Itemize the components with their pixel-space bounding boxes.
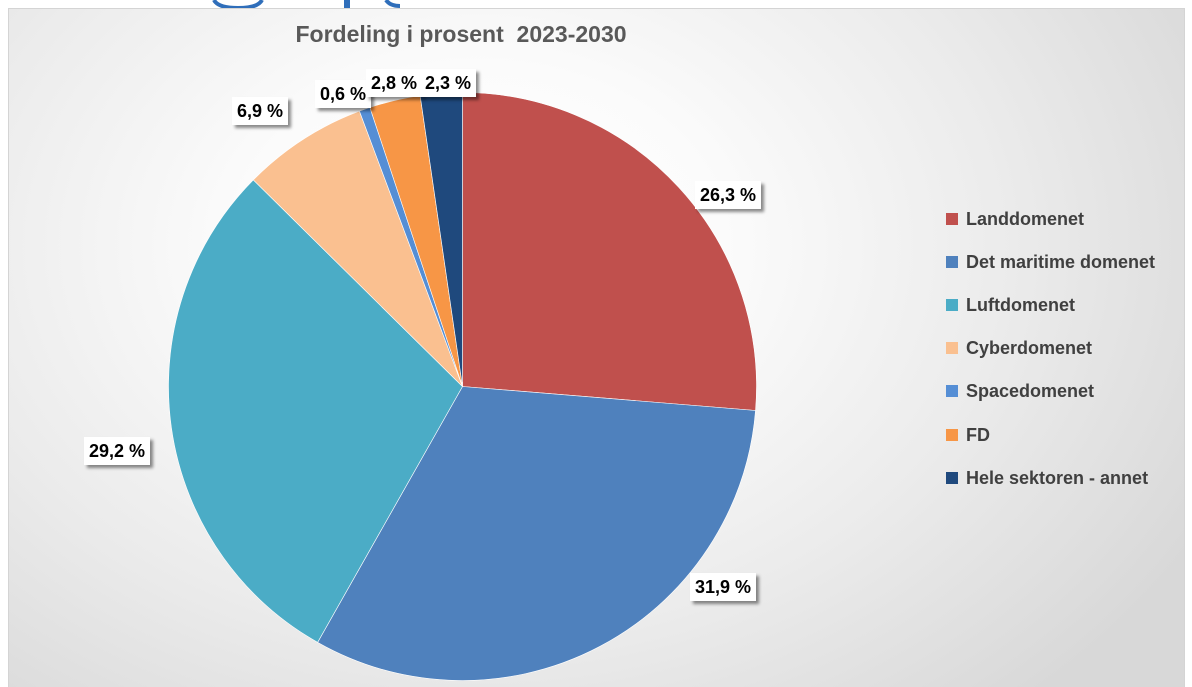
legend-swatch bbox=[946, 255, 958, 268]
chart-title: Fordeling i prosent 2023-2030 bbox=[295, 21, 627, 47]
chart-legend: Landdomenet Det maritime domenet Luftdom… bbox=[946, 197, 1155, 499]
legend-label: Luftdomenet bbox=[966, 294, 1075, 315]
legend-swatch bbox=[946, 471, 958, 484]
heading-glyph-fragment bbox=[212, 0, 264, 9]
legend-label: FD bbox=[966, 424, 990, 445]
legend-item-spacedomenet: Spacedomenet bbox=[946, 370, 1155, 413]
legend-item-luftdomenet: Luftdomenet bbox=[946, 283, 1155, 326]
legend-swatch bbox=[946, 298, 958, 311]
legend-label: Hele sektoren - annet bbox=[966, 467, 1149, 488]
chart-area: Fordeling i prosent 2023-2030 26,3 % 31,… bbox=[8, 8, 1185, 687]
legend-label: Spacedomenet bbox=[966, 381, 1095, 402]
legend-item-fd: FD bbox=[946, 413, 1155, 456]
data-label-landdomenet: 26,3 % bbox=[695, 181, 762, 209]
pie-slices bbox=[168, 92, 757, 681]
legend-label: Cyberdomenet bbox=[966, 338, 1093, 359]
heading-glyph-fragment bbox=[384, 0, 401, 8]
legend-swatch bbox=[946, 342, 958, 355]
data-label-det-maritime-domenet: 31,9 % bbox=[690, 573, 757, 601]
data-label-cyberdomenet: 6,9 % bbox=[232, 97, 289, 125]
data-label-hele-sektoren-annet: 2,3 % bbox=[420, 69, 477, 97]
pie-chart bbox=[168, 92, 757, 681]
legend-item-cyberdomenet: Cyberdomenet bbox=[946, 327, 1155, 370]
legend-swatch bbox=[946, 212, 958, 225]
data-label-fd: 2,8 % bbox=[366, 69, 423, 97]
legend-swatch bbox=[946, 428, 958, 441]
legend-label: Landdomenet bbox=[966, 208, 1085, 229]
legend-item-hele-sektoren-annet: Hele sektoren - annet bbox=[946, 456, 1155, 499]
legend-swatch bbox=[946, 385, 958, 398]
data-label-luftdomenet: 29,2 % bbox=[84, 437, 151, 465]
legend-item-landdomenet: Landdomenet bbox=[946, 197, 1155, 240]
pie-slice-landdomenet bbox=[462, 92, 757, 411]
pie-slice-cyberdomenet bbox=[252, 110, 463, 387]
legend-label: Det maritime domenet bbox=[966, 251, 1156, 272]
pie-slice-luftdomenet bbox=[168, 179, 463, 643]
pie-slice-det-maritime-domenet bbox=[317, 386, 756, 681]
heading-glyph-fragment bbox=[344, 0, 350, 8]
data-label-spacedomenet: 0,6 % bbox=[315, 80, 372, 108]
legend-item-det-maritime-domenet: Det maritime domenet bbox=[946, 240, 1155, 283]
